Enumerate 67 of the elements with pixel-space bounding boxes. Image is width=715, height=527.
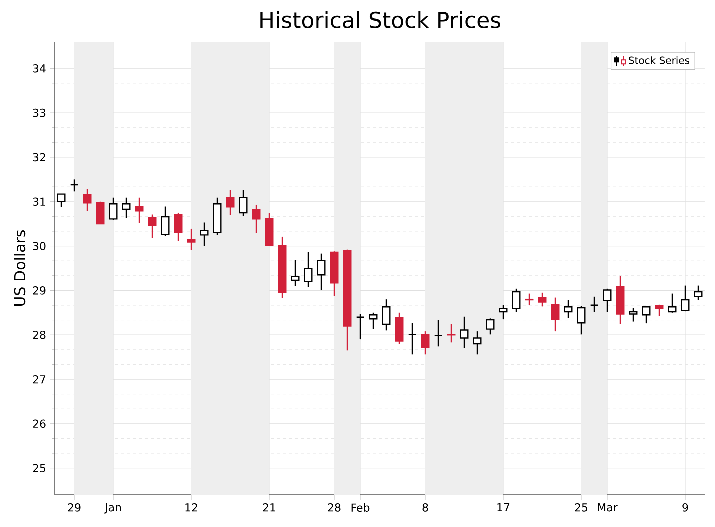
candlestick: [629, 307, 638, 322]
y-tick-label: 29: [33, 286, 46, 295]
candlestick: [668, 293, 677, 314]
y-tick-label: 31: [33, 198, 46, 206]
x-tick-label: 8: [422, 504, 428, 512]
candlestick: [96, 201, 105, 225]
candlestick: [421, 330, 430, 356]
candlestick: [369, 312, 378, 330]
candlestick: [538, 292, 547, 308]
x-tick-label: Mar: [598, 504, 618, 512]
x-tick-label: 25: [575, 504, 588, 512]
candlestick: [434, 319, 443, 348]
y-tick-label: 28: [33, 330, 46, 340]
y-tick-label: 27: [33, 375, 46, 384]
candlestick: [122, 197, 131, 219]
candlestick: [83, 188, 92, 212]
candlestick: [603, 288, 612, 314]
candlestick: [473, 330, 482, 356]
candlestick: [200, 222, 209, 247]
candlestick: [317, 253, 326, 291]
candlestick: [577, 306, 586, 336]
candlestick: [109, 197, 118, 221]
y-axis-title: US Dollars: [14, 230, 26, 306]
candlestick: [694, 285, 703, 302]
y-tick-label: 33: [33, 108, 46, 118]
candlestick: [590, 296, 599, 313]
y-tick-label: 25: [33, 464, 46, 472]
x-tick-label: 29: [68, 504, 81, 512]
candlestick: [356, 314, 365, 340]
candlestick: [525, 293, 534, 306]
y-tick-label: 34: [33, 64, 46, 73]
candlestick: [551, 297, 560, 332]
y-tick-label: 26: [33, 420, 46, 428]
candlestick: [564, 299, 573, 319]
legend-label: Stock Series: [629, 56, 690, 64]
candlestick: [148, 214, 157, 239]
x-tick-label: 9: [682, 504, 688, 512]
chart-title: Historical Stock Prices: [260, 11, 500, 29]
candlestick: [226, 190, 235, 216]
candlestick: [642, 306, 651, 324]
candlestick: [512, 288, 521, 313]
x-tick-label: 28: [328, 504, 341, 512]
candlestick: [304, 252, 313, 288]
candlestick: [70, 179, 79, 192]
candlestick: [447, 323, 456, 344]
candlestick: [57, 194, 66, 208]
y-tick-label: 32: [33, 153, 46, 162]
candlestick: [174, 212, 183, 242]
candlestick: [187, 228, 196, 251]
candlestick: [681, 285, 690, 312]
candlestick: [408, 322, 417, 356]
candlestick: [486, 318, 495, 336]
candlestick: [382, 298, 391, 332]
candlestick: [395, 312, 404, 346]
x-tick-label: 21: [263, 504, 276, 512]
candlestick: [252, 204, 261, 234]
y-tick-label: 30: [33, 242, 46, 250]
candlestick: [460, 316, 469, 350]
x-tick-label: 17: [498, 504, 510, 512]
x-tick-label: 12: [186, 504, 198, 512]
x-tick-label: Feb: [352, 504, 370, 512]
candlestick: [291, 260, 300, 287]
candlestick: [239, 190, 248, 217]
candlestick: [135, 197, 144, 224]
candlestick: [161, 206, 170, 237]
candlestick: [499, 304, 508, 320]
x-tick-label: Jan: [104, 504, 122, 514]
